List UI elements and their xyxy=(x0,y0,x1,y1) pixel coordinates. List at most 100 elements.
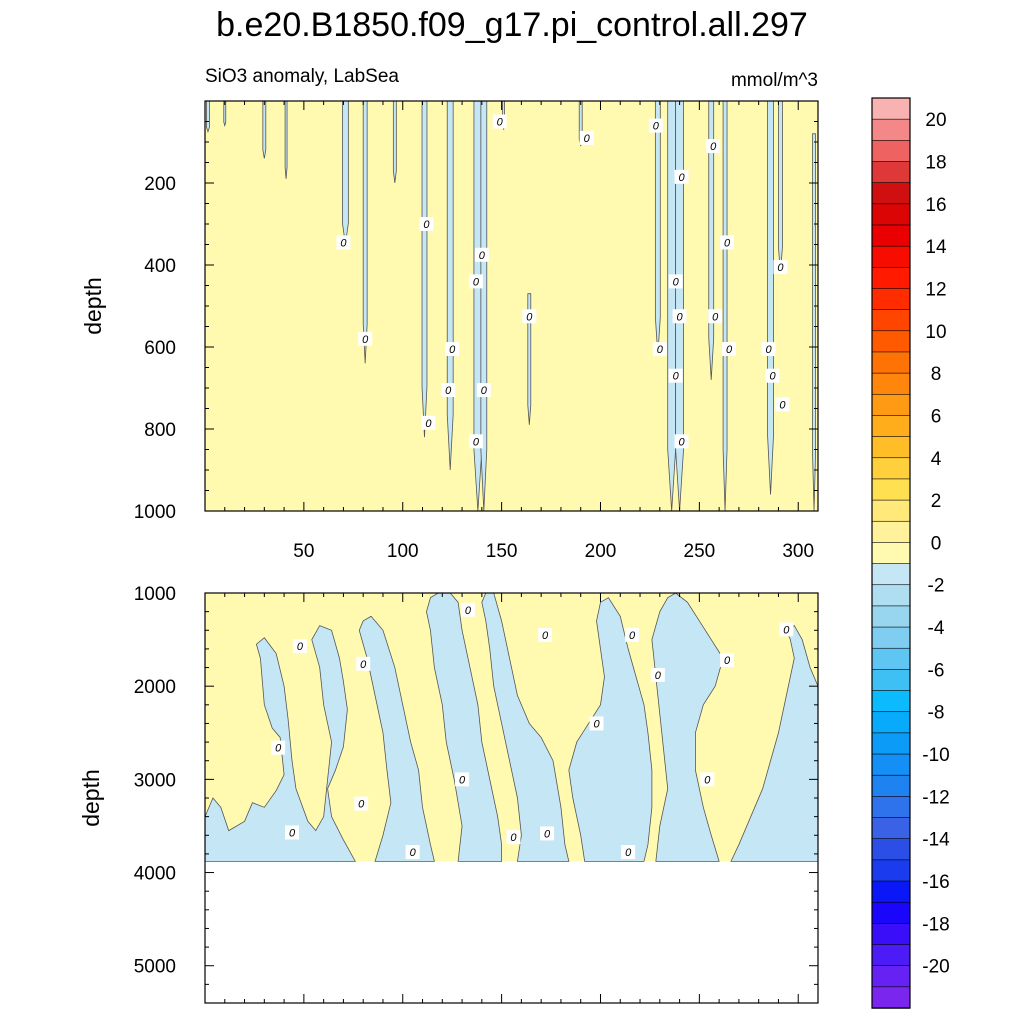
contour-label: 0 xyxy=(540,826,555,841)
negative-region xyxy=(342,101,349,245)
contour-label: 0 xyxy=(674,169,689,184)
colorbar-swatch xyxy=(871,161,911,184)
colorbar-swatch xyxy=(871,647,911,671)
negative-region xyxy=(284,101,288,179)
colorbar-frame xyxy=(871,97,911,1009)
svg-text:0: 0 xyxy=(726,344,733,356)
colorbar-label: -4 xyxy=(928,618,945,639)
colorbar-label: 2 xyxy=(931,491,942,512)
colorbar-swatch xyxy=(871,330,911,353)
contour-label: 0 xyxy=(474,247,489,262)
colorbar-swatch xyxy=(871,182,911,205)
negative-region xyxy=(568,597,653,862)
svg-text:0: 0 xyxy=(629,630,636,642)
svg-text:0: 0 xyxy=(510,832,517,844)
svg-text:0: 0 xyxy=(724,655,731,667)
svg-text:0: 0 xyxy=(297,641,304,653)
colorbar-swatch xyxy=(871,626,911,649)
contour-label: 0 xyxy=(779,622,794,637)
colorbar-swatch xyxy=(871,140,911,163)
chart-units: mmol/m^3 xyxy=(731,70,818,91)
contour-field: 0 0 0 0 0 0 0 0 0 0 0 0 0 0 0 0 0 0 xyxy=(205,593,818,862)
colorbar-swatch xyxy=(871,372,911,395)
svg-text:0: 0 xyxy=(655,670,662,682)
contour-label: 0 xyxy=(356,656,371,671)
colorbar-swatch xyxy=(871,499,911,522)
colorbar-swatch xyxy=(871,542,911,565)
y-tick-label: 2000 xyxy=(134,677,176,698)
negative-region xyxy=(206,101,210,134)
svg-text:0: 0 xyxy=(584,133,591,145)
negative-region xyxy=(426,593,503,862)
positive-region xyxy=(205,101,818,511)
negative-region xyxy=(527,293,532,425)
colorbar-label: 14 xyxy=(925,237,947,258)
colorbar-label: -6 xyxy=(928,660,945,681)
colorbar-swatch xyxy=(871,796,911,819)
colorbar-label: -2 xyxy=(928,576,945,597)
svg-text:0: 0 xyxy=(657,344,664,356)
colorbar-swatch xyxy=(871,478,911,501)
svg-text:0: 0 xyxy=(340,237,347,249)
contour-label: 0 xyxy=(492,114,507,129)
contour-label: 0 xyxy=(506,830,521,845)
y-tick-label: 3000 xyxy=(134,770,176,791)
contour-label: 0 xyxy=(468,434,483,449)
svg-text:0: 0 xyxy=(783,624,790,636)
svg-text:0: 0 xyxy=(362,334,369,346)
svg-text:0: 0 xyxy=(678,436,685,448)
contour-label: 0 xyxy=(674,434,689,449)
colorbar-label: 0 xyxy=(931,533,942,554)
svg-text:0: 0 xyxy=(459,774,466,786)
negative-region xyxy=(205,625,356,862)
contour-label: 0 xyxy=(460,602,475,617)
chart-subtitle-left: SiO3 anomaly, LabSea xyxy=(205,66,399,87)
svg-text:0: 0 xyxy=(445,385,452,397)
contour-label: 0 xyxy=(720,235,735,250)
y-tick-label: 5000 xyxy=(134,957,176,978)
y-tick-label: 400 xyxy=(144,256,176,277)
svg-text:0: 0 xyxy=(593,718,600,730)
y-tick-label: 4000 xyxy=(134,864,176,885)
colorbar-label: -10 xyxy=(922,745,949,766)
svg-text:0: 0 xyxy=(704,774,711,786)
svg-text:0: 0 xyxy=(678,172,685,184)
colorbar-swatch xyxy=(871,944,911,967)
colorbar-label: 20 xyxy=(925,110,946,131)
y-tick-label: 1000 xyxy=(134,502,176,523)
colorbar-swatch xyxy=(871,690,911,713)
contour-label: 0 xyxy=(589,716,604,731)
negative-region xyxy=(362,101,368,364)
negative-region xyxy=(730,625,818,862)
y-tick-label: 1000 xyxy=(134,584,176,605)
colorbar-swatch xyxy=(871,584,911,607)
svg-text:0: 0 xyxy=(425,418,432,430)
colorbar-swatch xyxy=(871,415,911,438)
svg-text:0: 0 xyxy=(481,385,488,397)
colorbar-swatch xyxy=(871,605,911,628)
colorbar-swatch xyxy=(871,880,911,903)
contour-label: 0 xyxy=(720,653,735,668)
svg-text:0: 0 xyxy=(653,121,660,133)
svg-text:0: 0 xyxy=(710,141,717,153)
svg-text:0: 0 xyxy=(779,399,786,411)
upper-depth-panel: 0 0 0 0 0 0 0 0 0 0 0 0 0 0 0 0 0 0 0 0 0 0 0 0 0 0 0 0 50 100 150 200 2… xyxy=(80,100,819,562)
colorbar-label: -16 xyxy=(922,872,949,893)
contour-label: 0 xyxy=(445,342,460,357)
contour-label: 0 xyxy=(668,274,683,289)
svg-text:0: 0 xyxy=(479,250,486,262)
colorbar-swatch xyxy=(871,267,911,290)
colorbar-label: 16 xyxy=(925,195,946,216)
colorbar-swatch xyxy=(871,711,911,734)
svg-text:0: 0 xyxy=(724,237,731,249)
colorbar: 20181614121086420-2-4-6-8-10-12-14-16-18… xyxy=(871,97,950,1009)
contour-label: 0 xyxy=(336,235,351,250)
x-tick-label: 250 xyxy=(684,541,716,562)
colorbar-label: -20 xyxy=(922,957,949,978)
contour-label: 0 xyxy=(668,368,683,383)
contour-label: 0 xyxy=(354,796,369,811)
svg-text:0: 0 xyxy=(766,344,773,356)
svg-text:0: 0 xyxy=(423,219,430,231)
colorbar-swatch xyxy=(871,245,911,269)
